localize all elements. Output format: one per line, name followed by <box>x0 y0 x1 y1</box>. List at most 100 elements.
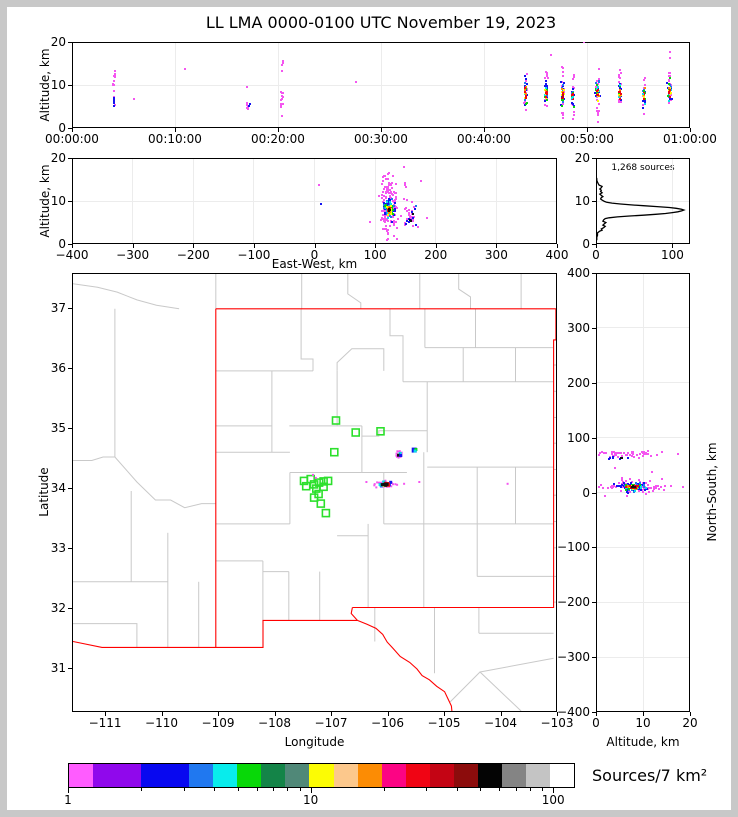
data-point <box>384 479 387 482</box>
data-point <box>597 82 600 85</box>
colorbar-segment <box>285 764 310 787</box>
axis-tick <box>596 244 597 248</box>
state-border <box>357 619 453 711</box>
data-point <box>560 103 562 106</box>
data-point <box>391 181 394 184</box>
data-point <box>389 206 392 209</box>
data-point <box>669 92 672 95</box>
data-point <box>669 90 672 93</box>
data-point <box>386 204 389 207</box>
colorbar-minor-tick <box>141 788 142 791</box>
data-point <box>113 70 116 72</box>
data-point <box>387 232 390 235</box>
data-point <box>388 204 391 207</box>
colorbar-segment <box>261 764 286 787</box>
colorbar-segment <box>309 764 334 787</box>
data-point <box>246 106 248 109</box>
map-canvas <box>73 274 556 711</box>
gridline <box>597 656 689 658</box>
colorbar-segment <box>333 764 358 787</box>
data-point <box>393 207 396 210</box>
data-point <box>619 68 622 71</box>
gridline <box>597 200 689 202</box>
data-point <box>319 203 322 206</box>
data-point <box>395 452 398 455</box>
data-point <box>394 195 397 198</box>
data-point <box>604 451 607 454</box>
data-point <box>524 85 527 88</box>
scatter-points <box>72 158 557 244</box>
data-point <box>596 114 599 117</box>
data-point <box>599 452 602 455</box>
data-point <box>391 192 393 195</box>
data-point <box>598 80 601 83</box>
data-point <box>668 89 671 91</box>
data-point <box>619 452 622 455</box>
data-point <box>384 228 387 231</box>
tick-label: 00:30:00 <box>354 132 408 146</box>
data-point <box>384 215 387 218</box>
data-point <box>524 92 527 95</box>
tick-label: 37 <box>50 300 66 315</box>
colorbar-segment <box>237 764 262 787</box>
data-point <box>387 210 390 213</box>
axis-tick <box>690 712 691 716</box>
axis-tick <box>435 244 437 248</box>
tick-label: −300 <box>557 650 590 665</box>
data-point <box>388 172 390 175</box>
axis-tick <box>375 244 377 248</box>
tick-label: 10 <box>50 78 66 92</box>
tick-label: −400 <box>55 248 89 262</box>
county-border <box>114 456 216 509</box>
data-point <box>279 91 282 94</box>
data-point <box>682 486 684 488</box>
tick-label: 100 <box>567 430 590 445</box>
data-point <box>525 93 528 96</box>
data-point <box>669 56 672 59</box>
data-point <box>561 113 564 116</box>
data-point <box>545 85 548 88</box>
data-point <box>386 201 389 204</box>
data-point <box>561 89 564 92</box>
data-point <box>626 454 628 457</box>
data-point <box>546 88 549 91</box>
colorbar-tick <box>68 788 69 793</box>
data-point <box>600 451 603 454</box>
data-point <box>280 102 283 105</box>
data-point <box>408 216 411 219</box>
data-point <box>355 80 358 83</box>
data-point <box>612 450 615 453</box>
data-point <box>631 481 634 484</box>
axis-tick <box>68 487 72 489</box>
tick-label: −106 <box>371 716 404 730</box>
data-point <box>562 100 565 103</box>
data-point <box>561 98 564 101</box>
data-point <box>622 486 625 489</box>
axis-tick <box>68 42 72 43</box>
data-point <box>392 483 394 486</box>
data-point <box>618 85 621 87</box>
data-point <box>384 202 387 205</box>
gridline <box>671 159 673 243</box>
data-point <box>668 50 671 53</box>
data-point <box>632 451 635 454</box>
data-point <box>408 220 411 223</box>
data-point <box>280 99 283 102</box>
axis-tick <box>218 712 220 716</box>
tick-label: 0 <box>58 237 66 251</box>
colorbar-segment <box>429 764 454 787</box>
axis-tick <box>68 367 72 369</box>
data-point <box>406 217 408 220</box>
data-point <box>411 201 414 204</box>
data-point <box>376 481 379 484</box>
data-point <box>644 451 647 454</box>
data-point <box>642 99 645 102</box>
data-point <box>384 221 387 224</box>
tick-label: 0 <box>58 121 66 135</box>
data-point <box>619 91 622 94</box>
data-point <box>392 209 394 212</box>
colorbar-minor-tick <box>256 788 258 791</box>
data-point <box>395 191 398 194</box>
data-point <box>388 206 391 209</box>
data-point <box>669 82 672 85</box>
